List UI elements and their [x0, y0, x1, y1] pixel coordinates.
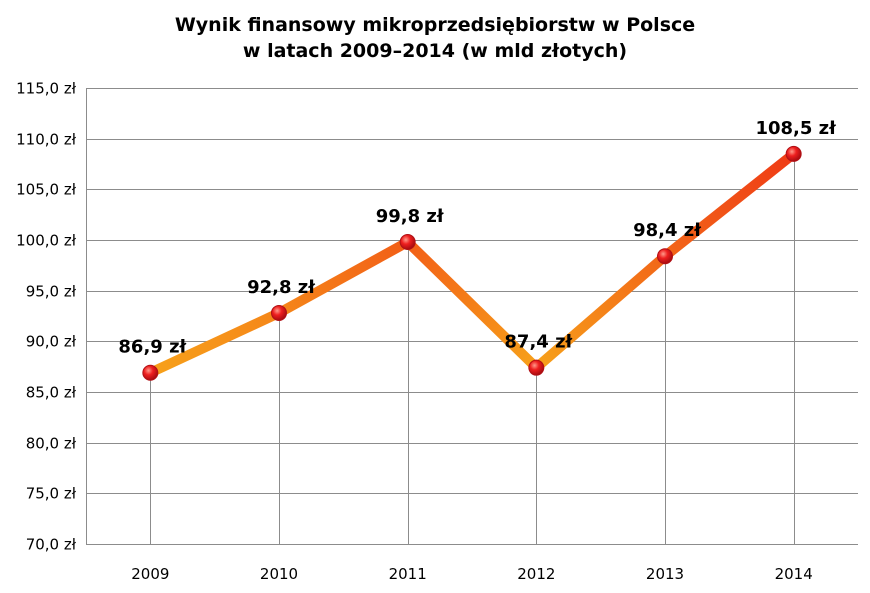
- y-tick-label: 110,0 zł: [16, 131, 77, 149]
- series-line-segment: [145, 307, 284, 378]
- data-point-marker: [657, 248, 673, 265]
- data-label: 87,4 zł: [504, 332, 573, 353]
- data-label: 92,8 zł: [247, 277, 316, 298]
- y-tick-label: 70,0 zł: [26, 536, 77, 554]
- chart-title: Wynik finansowy mikroprzedsiębiorstw w P…: [0, 12, 870, 64]
- data-label: 86,9 zł: [118, 337, 187, 358]
- x-tick-label: 2012: [517, 565, 555, 583]
- y-tick-label: 85,0 zł: [26, 384, 77, 402]
- data-point-marker: [399, 234, 416, 251]
- x-tick-label: 2013: [646, 565, 684, 583]
- data-point-marker: [271, 304, 287, 321]
- x-tick-label: 2011: [389, 565, 427, 583]
- y-tick-label: 75,0 zł: [26, 485, 77, 503]
- x-tick-label: 2014: [775, 565, 813, 583]
- chart-title-line-1: Wynik finansowy mikroprzedsiębiorstw w P…: [174, 14, 696, 36]
- x-tick-label: 2010: [260, 565, 298, 583]
- series-line-segment: [402, 237, 542, 373]
- data-point-marker: [785, 145, 802, 162]
- data-label: 99,8 zł: [376, 206, 445, 227]
- y-tick-label: 95,0 zł: [26, 283, 77, 301]
- y-tick-label: 100,0 zł: [16, 232, 77, 250]
- y-tick-label: 90,0 zł: [26, 333, 77, 351]
- x-tick-label: 2009: [131, 565, 169, 583]
- y-tick-label: 105,0 zł: [16, 181, 77, 199]
- data-point-marker: [528, 359, 545, 376]
- y-tick-label: 115,0 zł: [16, 80, 77, 98]
- data-label: 108,5 zł: [755, 118, 837, 139]
- series-line-segment: [660, 148, 799, 262]
- chart-title-line-2: w latach 2009–2014 (w mld złotych): [242, 40, 628, 62]
- y-tick-label: 80,0 zł: [26, 435, 77, 453]
- series-line-segment: [274, 237, 413, 318]
- data-label: 98,4 zł: [633, 220, 702, 241]
- data-point-marker: [142, 364, 159, 381]
- series-line-segment: [531, 251, 670, 373]
